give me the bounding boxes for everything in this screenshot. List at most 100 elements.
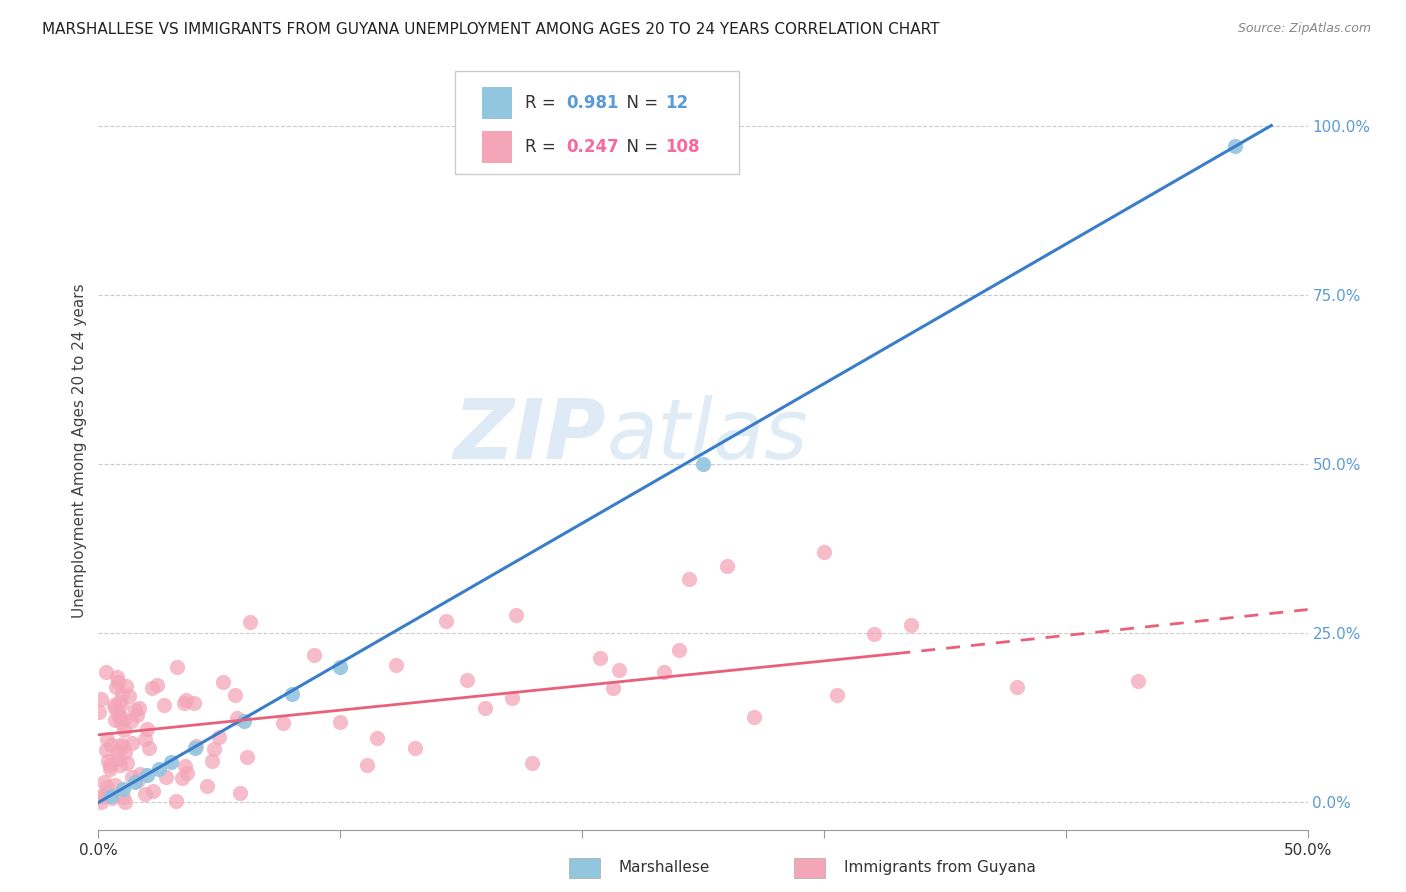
Point xyxy=(136,723,159,737)
Point xyxy=(114,795,136,809)
Point xyxy=(668,643,690,657)
Point xyxy=(104,681,127,695)
Point xyxy=(105,670,128,684)
Point xyxy=(232,714,254,729)
Text: 12: 12 xyxy=(665,95,689,112)
Point xyxy=(602,681,624,695)
Point xyxy=(134,731,156,746)
Point xyxy=(104,778,127,792)
Point xyxy=(127,773,149,788)
Point xyxy=(207,730,229,744)
Text: 0.981: 0.981 xyxy=(567,95,619,112)
Point xyxy=(184,739,207,753)
Point xyxy=(434,614,457,628)
Point xyxy=(176,766,198,780)
Point xyxy=(900,617,922,632)
FancyBboxPatch shape xyxy=(456,71,740,174)
Point xyxy=(91,789,114,803)
Text: Source: ZipAtlas.com: Source: ZipAtlas.com xyxy=(1237,22,1371,36)
Point xyxy=(366,731,388,745)
Point xyxy=(183,697,205,711)
Point xyxy=(184,741,207,756)
Point xyxy=(160,755,183,769)
Point xyxy=(94,743,117,757)
Point xyxy=(90,789,112,803)
Point xyxy=(239,615,262,629)
Point xyxy=(153,698,176,712)
Point xyxy=(1223,138,1246,153)
Point xyxy=(121,736,143,750)
Point xyxy=(96,780,118,794)
Text: ZIP: ZIP xyxy=(454,395,606,475)
Point xyxy=(107,675,129,690)
Point xyxy=(225,711,247,725)
Point xyxy=(98,757,121,772)
Point xyxy=(173,697,195,711)
Point xyxy=(271,715,294,730)
Point xyxy=(89,705,111,719)
Point xyxy=(202,741,225,756)
Point xyxy=(142,784,165,798)
Text: atlas: atlas xyxy=(606,395,808,475)
Point xyxy=(1128,673,1150,688)
Point xyxy=(166,660,188,674)
Point xyxy=(128,767,150,781)
Point xyxy=(120,714,142,728)
Point xyxy=(124,775,146,789)
Point xyxy=(825,689,848,703)
Text: Immigrants from Guyana: Immigrants from Guyana xyxy=(844,861,1035,875)
Point xyxy=(107,695,129,709)
Point xyxy=(716,558,738,573)
Point xyxy=(678,572,700,586)
Point xyxy=(107,752,129,766)
Text: MARSHALLESE VS IMMIGRANTS FROM GUYANA UNEMPLOYMENT AMONG AGES 20 TO 24 YEARS COR: MARSHALLESE VS IMMIGRANTS FROM GUYANA UN… xyxy=(42,22,939,37)
Point xyxy=(229,786,252,800)
Point xyxy=(1007,681,1029,695)
Text: 108: 108 xyxy=(665,138,700,156)
Point xyxy=(103,698,125,713)
Point xyxy=(155,770,177,784)
Text: Marshallese: Marshallese xyxy=(619,861,710,875)
Point xyxy=(385,658,408,673)
Point xyxy=(505,607,527,622)
Point xyxy=(134,787,156,801)
Text: R =: R = xyxy=(526,95,561,112)
Point xyxy=(520,756,543,771)
Point xyxy=(98,762,121,776)
Point xyxy=(404,741,426,756)
Point xyxy=(692,457,714,471)
Point xyxy=(863,627,886,641)
Point xyxy=(224,689,246,703)
Point xyxy=(100,789,122,803)
Point xyxy=(813,545,835,559)
Point xyxy=(115,679,138,693)
Point xyxy=(607,663,630,677)
Point xyxy=(165,794,187,808)
FancyBboxPatch shape xyxy=(482,131,512,163)
Text: 0.247: 0.247 xyxy=(567,138,619,156)
Point xyxy=(112,723,135,738)
Y-axis label: Unemployment Among Ages 20 to 24 years: Unemployment Among Ages 20 to 24 years xyxy=(72,283,87,618)
Point xyxy=(356,757,378,772)
Point xyxy=(97,754,120,768)
Point xyxy=(96,731,118,746)
Point xyxy=(329,660,352,674)
Point xyxy=(118,689,141,703)
Point xyxy=(124,703,146,717)
Point xyxy=(195,779,218,793)
Point xyxy=(235,749,257,764)
Point xyxy=(104,700,127,714)
Point xyxy=(110,698,132,713)
Point xyxy=(121,771,143,785)
Point xyxy=(96,665,118,679)
Point xyxy=(146,678,169,692)
Point xyxy=(138,740,160,755)
Point xyxy=(141,681,163,695)
Point xyxy=(170,771,193,785)
Point xyxy=(101,790,124,805)
Text: N =: N = xyxy=(616,138,664,156)
Point xyxy=(93,775,115,789)
Point xyxy=(135,768,157,782)
Point xyxy=(104,713,127,727)
Point xyxy=(652,665,675,680)
